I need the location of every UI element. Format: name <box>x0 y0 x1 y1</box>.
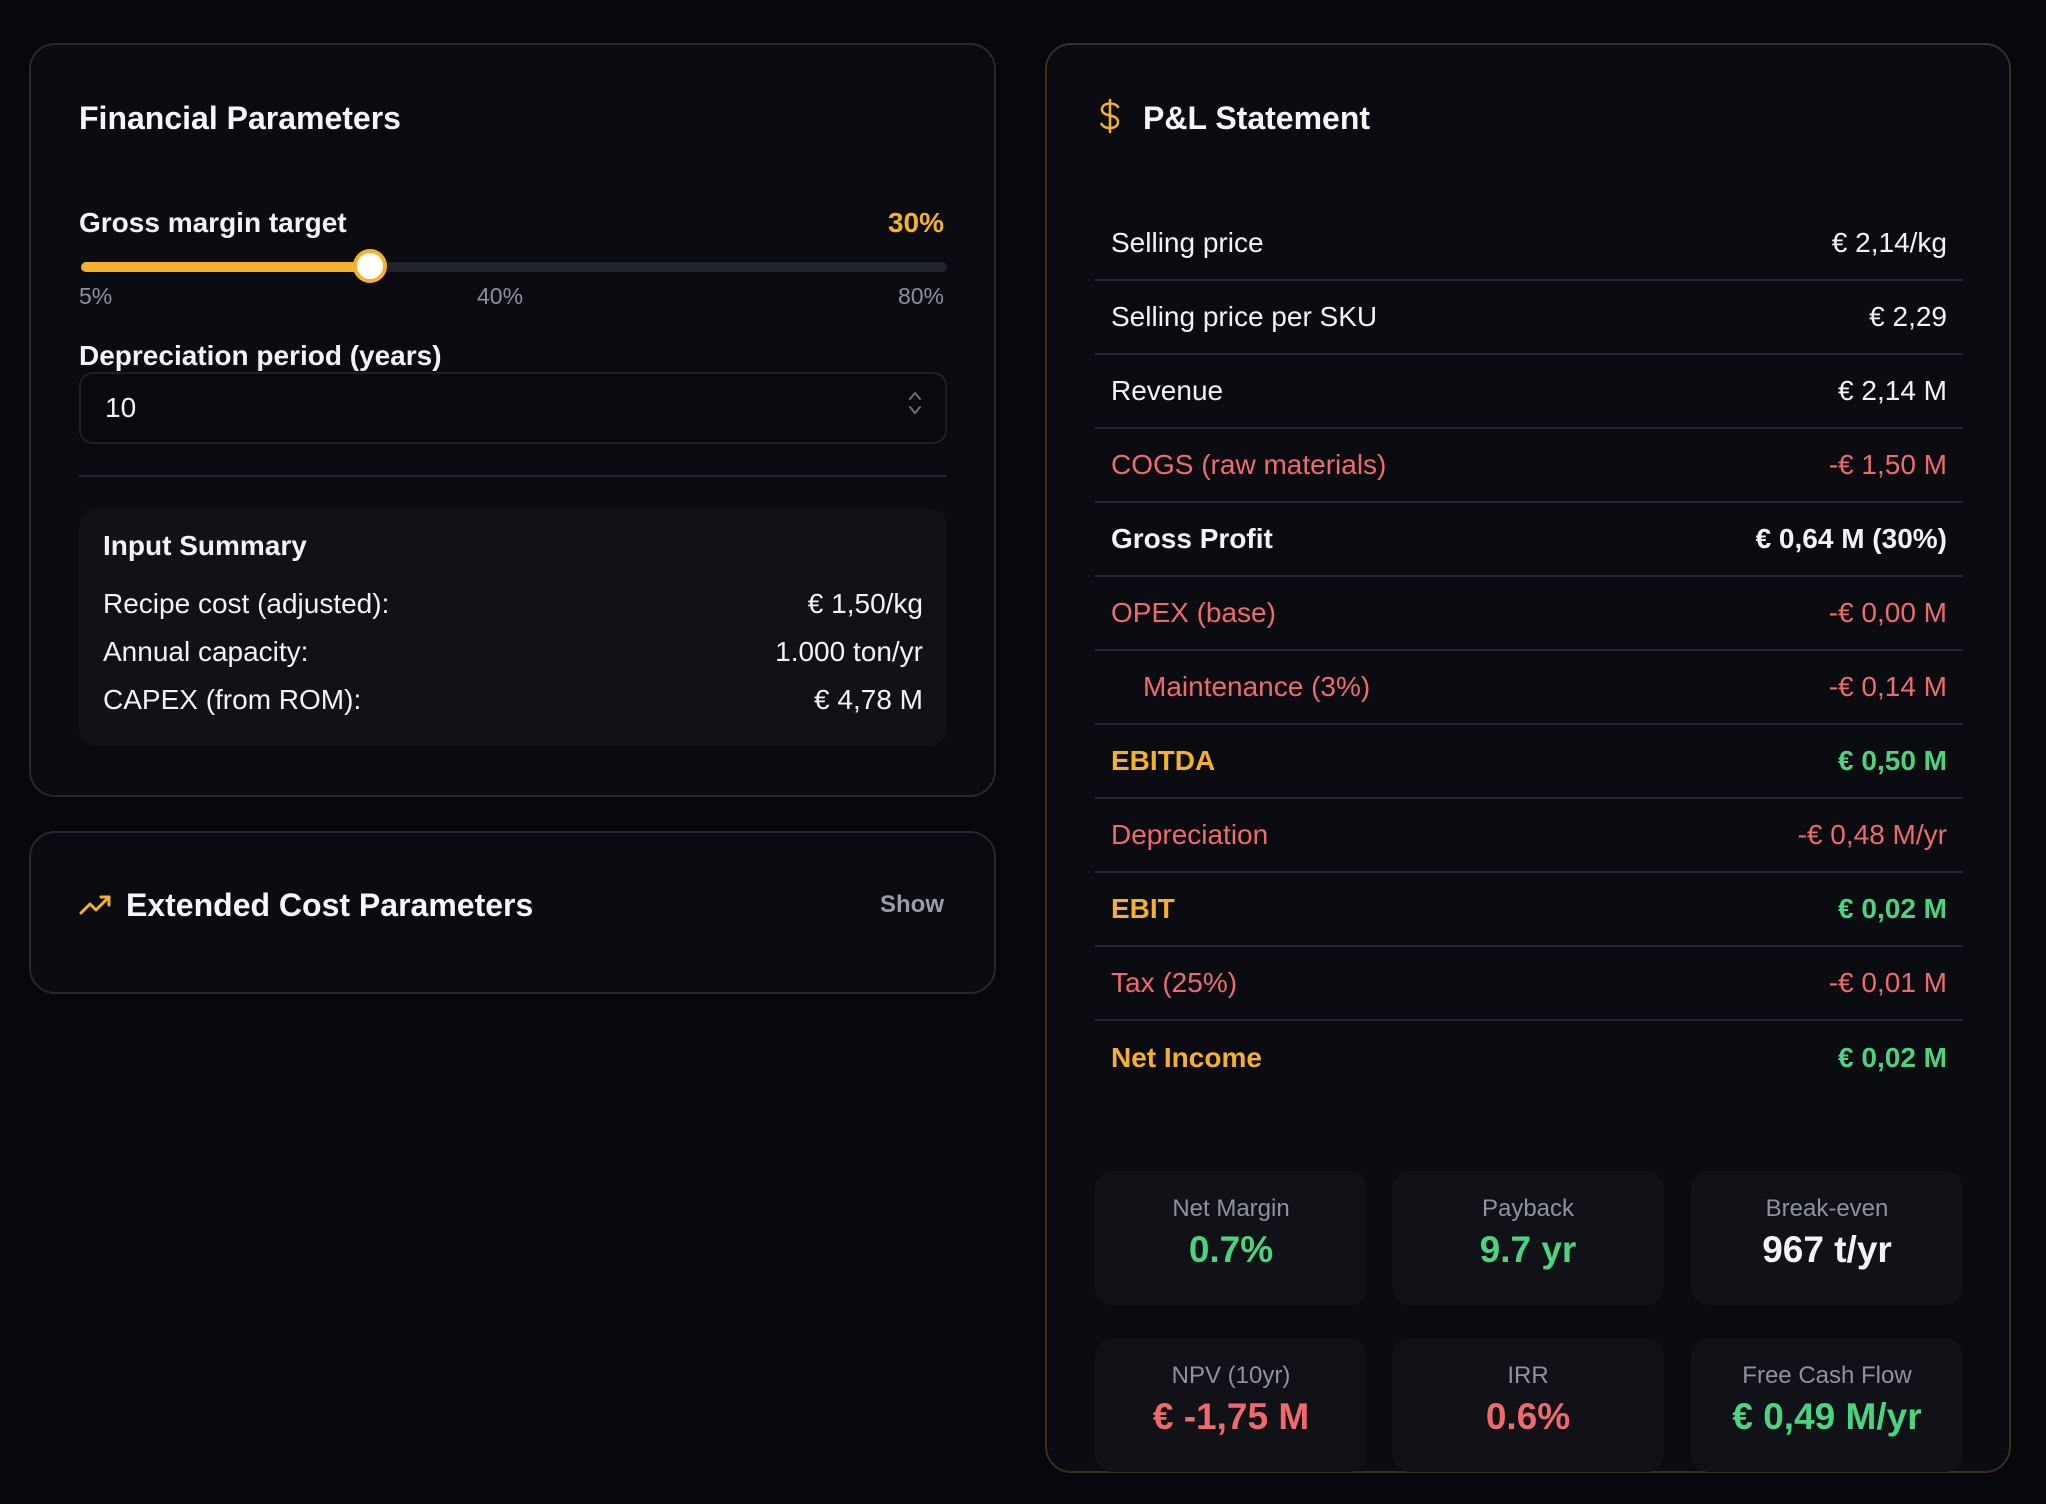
pl-row-label: Gross Profit <box>1111 523 1273 554</box>
summary-row: Annual capacity: 1.000 ton/yr <box>103 636 923 668</box>
gross-margin-label: Gross margin target <box>79 207 347 238</box>
trending-up-icon <box>79 895 111 915</box>
pl-row-value: € 2,29 <box>1869 301 1947 332</box>
pl-row-label: Net Income <box>1111 1042 1262 1073</box>
pl-row: EBITDA € 0,50 M <box>1095 725 1963 799</box>
depreciation-period-label: Depreciation period (years) <box>79 340 442 371</box>
slider-tick-mid: 40% <box>477 283 524 309</box>
metric-tile: Break-even 967 t/yr <box>1691 1171 1963 1305</box>
metric-value: 0.6% <box>1485 1396 1571 1437</box>
pl-row-label: OPEX (base) <box>1111 597 1276 628</box>
summary-row: CAPEX (from ROM): € 4,78 M <box>103 684 923 716</box>
pl-row: Depreciation -€ 0,48 M/yr <box>1095 799 1963 873</box>
pl-row: Revenue € 2,14 M <box>1095 355 1963 429</box>
metric-label: Break-even <box>1765 1195 1889 1222</box>
pl-row: OPEX (base) -€ 0,00 M <box>1095 577 1963 651</box>
metric-label: Payback <box>1481 1195 1575 1222</box>
number-stepper-icon[interactable] <box>907 388 923 421</box>
metric-value: 0.7% <box>1188 1229 1274 1270</box>
depreciation-period-input[interactable]: 10 <box>79 372 947 444</box>
metric-value: 9.7 yr <box>1479 1229 1577 1270</box>
pl-row-value: € 2,14/kg <box>1831 227 1947 258</box>
pl-row-value: -€ 1,50 M <box>1828 449 1947 480</box>
summary-row-label: Recipe cost (adjusted): <box>103 588 390 619</box>
pl-row-value: € 0,02 M <box>1838 893 1947 924</box>
input-summary-panel: Input Summary Recipe cost (adjusted): € … <box>79 508 947 746</box>
pl-row: Selling price per SKU € 2,29 <box>1095 281 1963 355</box>
gross-margin-slider-thumb[interactable] <box>352 249 387 283</box>
metric-tile: Net Margin 0.7% <box>1095 1171 1367 1305</box>
pl-row-label: Depreciation <box>1111 819 1269 850</box>
chevron-up-down-icon <box>909 392 921 414</box>
summary-row-value: € 1,50/kg <box>807 588 923 619</box>
pl-row-value: € 0,50 M <box>1838 745 1947 776</box>
pl-row: COGS (raw materials) -€ 1,50 M <box>1095 429 1963 503</box>
slider-tick-min: 5% <box>79 283 113 309</box>
pl-statement-card: P&L Statement Selling price € 2,14/kg Sell… <box>1045 43 2011 1473</box>
pl-statement-title: P&L Statement <box>1143 100 1371 136</box>
pl-row-label: Maintenance (3%) <box>1143 671 1371 702</box>
metric-tile: NPV (10yr) € -1,75 M <box>1095 1338 1367 1472</box>
pl-row: EBIT € 0,02 M <box>1095 873 1963 947</box>
pl-row-value: -€ 0,14 M <box>1828 671 1947 702</box>
extended-cost-parameters-title: Extended Cost Parameters <box>126 887 534 923</box>
input-summary-title: Input Summary <box>103 530 307 561</box>
pl-row: Selling price € 2,14/kg <box>1095 207 1963 281</box>
summary-row-value: 1.000 ton/yr <box>775 636 923 667</box>
metric-label: Net Margin <box>1172 1195 1290 1222</box>
slider-tick-max: 80% <box>897 283 944 309</box>
pl-row-label: Tax (25%) <box>1111 967 1238 998</box>
metric-tile: Free Cash Flow € 0,49 M/yr <box>1691 1338 1963 1472</box>
dollar-icon <box>1097 98 1123 142</box>
pl-row-value: € 0,02 M <box>1838 1042 1947 1073</box>
pl-row-label: Selling price per SKU <box>1111 301 1378 332</box>
metric-tile: IRR 0.6% <box>1392 1338 1664 1472</box>
pl-row-label: EBITDA <box>1111 745 1216 776</box>
pl-row: Gross Profit € 0,64 M (30%) <box>1095 503 1963 577</box>
metric-label: Free Cash Flow <box>1742 1362 1912 1389</box>
pl-row-label: Selling price <box>1111 227 1264 258</box>
gross-margin-value: 30% <box>887 207 944 238</box>
financial-parameters-card: Financial Parameters Gross margin target… <box>29 43 996 797</box>
pl-row-value: -€ 0,00 M <box>1828 597 1947 628</box>
pl-row: Maintenance (3%) -€ 0,14 M <box>1095 651 1963 725</box>
metric-tile: Payback 9.7 yr <box>1392 1171 1664 1305</box>
extended-cost-parameters-card: Extended Cost Parameters Show <box>29 831 996 994</box>
metric-label: IRR <box>1507 1362 1549 1389</box>
pl-row-label: COGS (raw materials) <box>1111 449 1387 480</box>
summary-row-value: € 4,78 M <box>814 684 923 715</box>
pl-row-label: EBIT <box>1111 893 1175 924</box>
metric-value: € 0,49 M/yr <box>1732 1396 1922 1437</box>
show-toggle-button[interactable]: Show <box>880 891 944 918</box>
summary-row-label: Annual capacity: <box>103 636 309 667</box>
pl-row-value: -€ 0,48 M/yr <box>1797 819 1947 850</box>
summary-row-label: CAPEX (from ROM): <box>103 684 362 715</box>
pl-row: Tax (25%) -€ 0,01 M <box>1095 947 1963 1021</box>
pl-row: Net Income € 0,02 M <box>1095 1021 1963 1095</box>
metric-label: NPV (10yr) <box>1171 1362 1291 1389</box>
metric-value: € -1,75 M <box>1152 1396 1310 1437</box>
divider <box>79 475 947 477</box>
gross-margin-slider[interactable] <box>81 249 947 283</box>
metric-value: 967 t/yr <box>1762 1229 1892 1270</box>
depreciation-period-value: 10 <box>105 392 137 423</box>
pl-row-value: € 0,64 M (30%) <box>1755 523 1947 554</box>
pl-row-label: Revenue <box>1111 375 1224 406</box>
pl-row-value: € 2,14 M <box>1838 375 1947 406</box>
financial-parameters-title: Financial Parameters <box>79 100 401 136</box>
gross-margin-slider-fill <box>81 262 370 272</box>
pl-table: Selling price € 2,14/kg Selling price per … <box>1095 207 1963 1095</box>
summary-row: Recipe cost (adjusted): € 1,50/kg <box>103 588 923 620</box>
pl-row-value: -€ 0,01 M <box>1828 967 1947 998</box>
